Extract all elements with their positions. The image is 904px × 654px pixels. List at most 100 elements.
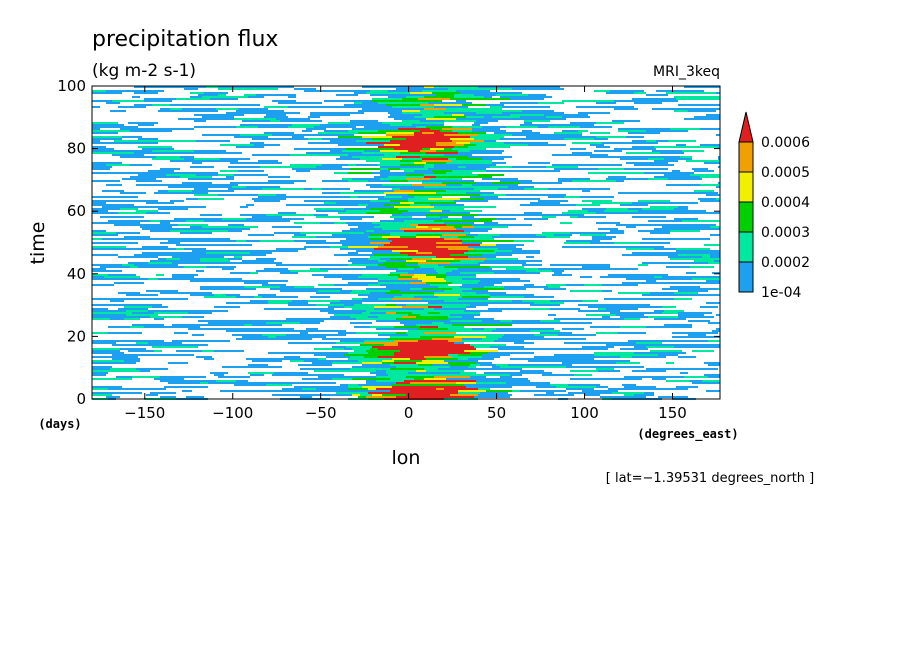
heat-cell bbox=[492, 366, 500, 368]
heat-cell bbox=[246, 182, 256, 184]
heat-cell bbox=[456, 158, 482, 160]
heat-cell bbox=[412, 258, 432, 260]
heat-cell bbox=[250, 252, 272, 254]
heat-cell bbox=[336, 134, 346, 136]
heat-cell bbox=[358, 396, 366, 398]
heat-cell bbox=[546, 144, 566, 146]
heat-cell bbox=[528, 234, 536, 236]
heat-cell bbox=[400, 228, 420, 230]
heat-cell bbox=[550, 384, 568, 386]
heat-cell bbox=[254, 200, 280, 202]
heat-cell bbox=[418, 250, 432, 252]
heat-cell bbox=[468, 146, 480, 148]
heat-cell bbox=[234, 384, 266, 386]
heat-cell bbox=[420, 266, 444, 268]
heat-cell bbox=[306, 134, 336, 136]
heat-cell bbox=[518, 328, 534, 330]
heat-cell bbox=[166, 354, 194, 356]
heat-cell bbox=[104, 276, 118, 278]
heat-cell bbox=[472, 328, 484, 330]
heat-cell bbox=[494, 272, 520, 274]
heat-cell bbox=[114, 282, 144, 284]
heat-cell bbox=[514, 240, 534, 242]
heat-cell bbox=[428, 226, 454, 228]
heat-cell bbox=[276, 86, 294, 88]
heat-cell bbox=[546, 182, 562, 184]
heat-cell bbox=[384, 144, 400, 146]
heat-cell bbox=[446, 298, 458, 300]
heat-cell bbox=[718, 146, 720, 148]
heat-cell bbox=[110, 368, 136, 370]
heat-cell bbox=[338, 332, 356, 334]
heat-cell bbox=[92, 368, 110, 370]
heat-cell bbox=[302, 130, 312, 132]
heat-cell bbox=[450, 262, 478, 264]
heat-cell bbox=[436, 144, 464, 146]
heat-cell bbox=[240, 262, 260, 264]
heat-cell bbox=[470, 352, 488, 354]
heat-cell bbox=[374, 104, 386, 106]
heat-cell bbox=[350, 292, 370, 294]
heat-cell bbox=[136, 184, 160, 186]
heat-cell bbox=[628, 340, 642, 342]
heat-cell bbox=[672, 336, 696, 338]
heat-cell bbox=[450, 314, 480, 316]
heat-cell bbox=[368, 284, 380, 286]
heat-cell bbox=[266, 138, 292, 140]
heat-cell bbox=[338, 106, 372, 108]
heat-cell bbox=[642, 238, 664, 240]
heat-cell bbox=[592, 164, 622, 166]
heat-cell bbox=[200, 382, 208, 384]
heat-cell bbox=[200, 288, 228, 290]
heat-cell bbox=[526, 270, 552, 272]
heat-cell bbox=[182, 390, 192, 392]
heat-cell bbox=[716, 198, 720, 200]
heat-cell bbox=[474, 248, 498, 250]
heat-cell bbox=[420, 384, 438, 386]
heat-cell bbox=[322, 374, 344, 376]
heat-cell bbox=[532, 322, 566, 324]
heat-cell bbox=[688, 202, 698, 204]
heat-cell bbox=[534, 334, 558, 336]
heat-cell bbox=[516, 236, 546, 238]
heat-cell bbox=[204, 250, 238, 252]
heat-cell bbox=[592, 202, 610, 204]
plot-frame bbox=[91, 85, 721, 400]
heat-cell bbox=[496, 300, 512, 302]
heat-cell bbox=[136, 316, 150, 318]
heat-cell bbox=[638, 200, 670, 202]
heat-cell bbox=[382, 248, 390, 250]
heat-cell bbox=[406, 262, 418, 264]
heat-cell bbox=[348, 164, 356, 166]
heat-cell bbox=[416, 122, 444, 124]
heat-cell bbox=[478, 134, 512, 136]
heat-cell bbox=[108, 274, 136, 276]
heat-cell bbox=[382, 98, 402, 100]
heat-cell bbox=[92, 168, 110, 170]
heat-cell bbox=[132, 376, 144, 378]
heat-cell bbox=[292, 236, 316, 238]
heat-cell bbox=[164, 238, 196, 240]
heat-cell bbox=[156, 274, 164, 276]
heat-cell bbox=[266, 114, 286, 116]
heat-cell bbox=[650, 232, 670, 234]
heat-cell bbox=[558, 180, 572, 182]
heat-cell bbox=[346, 390, 358, 392]
heat-cell bbox=[680, 372, 688, 374]
heat-cell bbox=[198, 206, 206, 208]
heat-cell bbox=[384, 192, 408, 194]
heat-cell bbox=[290, 360, 304, 362]
heat-cell bbox=[380, 258, 390, 260]
heat-cell bbox=[458, 360, 478, 362]
heat-cell bbox=[650, 344, 658, 346]
heat-cell bbox=[386, 134, 414, 136]
heat-cell bbox=[530, 348, 552, 350]
heat-cell bbox=[148, 342, 182, 344]
heat-cell bbox=[432, 92, 460, 94]
heat-cell bbox=[430, 128, 442, 130]
heat-cell bbox=[108, 208, 120, 210]
heat-cell bbox=[634, 164, 658, 166]
heat-cell bbox=[314, 154, 348, 156]
heat-cell bbox=[468, 366, 476, 368]
heat-cell bbox=[552, 274, 572, 276]
